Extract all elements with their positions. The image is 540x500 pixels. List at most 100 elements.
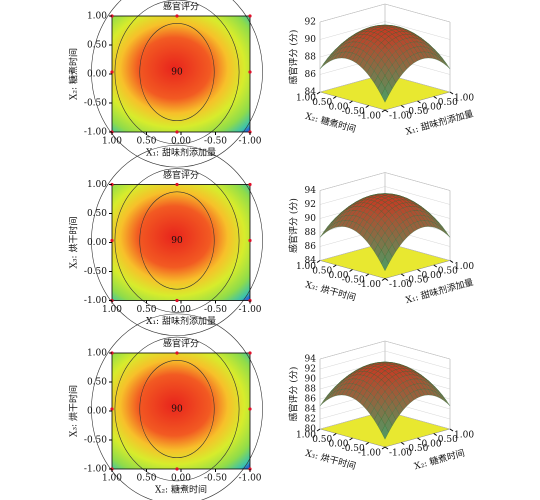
x-tick-label: -1.00 xyxy=(238,474,261,484)
y-tick-label: 0.00 xyxy=(328,440,348,450)
z-tick-label: 88 xyxy=(305,228,317,238)
design-point xyxy=(175,130,179,134)
x-tick xyxy=(417,100,421,104)
grid-line xyxy=(319,21,451,40)
contour-line xyxy=(91,0,263,168)
design-point xyxy=(110,70,114,74)
x-tick-label: -1.00 xyxy=(238,305,261,315)
y-tick-label: -0.50 xyxy=(342,444,365,454)
x-tick xyxy=(449,91,454,95)
y-tick xyxy=(365,442,370,445)
y-tick-label: 0.50 xyxy=(312,267,332,277)
z-axis-label: 感官评分 (分) xyxy=(288,198,300,253)
y-tick xyxy=(316,428,321,432)
x-tick-label: -1.00 xyxy=(389,280,412,290)
x-tick xyxy=(400,105,405,108)
y-tick xyxy=(332,96,337,99)
surface-patch xyxy=(319,396,328,406)
y-tick-label: 1.00 xyxy=(87,180,107,190)
y-tick-label: 1.00 xyxy=(296,262,316,272)
contour-line xyxy=(139,359,215,459)
x-tick-label: 1.00 xyxy=(454,262,474,272)
x-tick-label: 0.50 xyxy=(136,474,156,484)
y-tick-label: -1.00 xyxy=(84,296,107,306)
contour-line xyxy=(91,145,263,336)
chart-title: 感官评分 xyxy=(163,169,199,181)
surface-patch xyxy=(319,59,328,69)
x-tick xyxy=(449,260,454,263)
y-tick-label: -1.00 xyxy=(358,280,381,290)
x-tick xyxy=(417,269,421,272)
design-point xyxy=(175,182,179,187)
x-tick-label: 0.00 xyxy=(171,305,191,315)
z-tick-label: 80 xyxy=(305,425,317,435)
surface-patch xyxy=(381,256,389,272)
grid-line xyxy=(319,340,451,360)
x-tick xyxy=(417,437,421,441)
x-tick-label: 1.00 xyxy=(454,94,474,104)
x-tick-label: -0.50 xyxy=(405,276,428,286)
z-tick-label: 92 xyxy=(305,200,316,210)
contour-line xyxy=(139,191,215,290)
x-tick xyxy=(433,264,438,268)
x-tick-label: 0.50 xyxy=(136,305,156,315)
y-tick-label: 0.00 xyxy=(87,70,107,80)
x-tick-label: 0.50 xyxy=(136,137,156,147)
y-tick-label: 0.00 xyxy=(328,271,348,281)
z-axis-label: 感官评分 (分) xyxy=(288,30,300,85)
x-tick xyxy=(400,273,405,277)
design-point xyxy=(248,238,252,243)
z-tick-label: 92 xyxy=(305,18,316,28)
y-tick-label: -0.50 xyxy=(84,99,107,109)
grid-line xyxy=(319,360,451,380)
y-tick-label: -1.00 xyxy=(358,112,381,122)
y-tick xyxy=(349,100,353,104)
z-tick-label: 94 xyxy=(305,186,317,196)
contour-label: 90 xyxy=(171,405,183,415)
design-point xyxy=(175,351,179,355)
contour-label: 90 xyxy=(171,236,183,246)
y-tick-label: -1.00 xyxy=(358,449,381,459)
x-tick-label: 1.00 xyxy=(102,474,122,484)
z-tick-label: 84 xyxy=(305,88,317,98)
x-tick-label: -0.50 xyxy=(204,137,227,147)
z-axis-label: 感官评分 (分) xyxy=(288,367,300,422)
contour-line xyxy=(114,336,240,482)
y-tick-label: -0.50 xyxy=(342,107,365,117)
y-axis-label: X₂: 糖煮时间 xyxy=(68,48,80,100)
z-tick-label: 90 xyxy=(305,375,317,385)
contour-line xyxy=(114,0,240,145)
design-point xyxy=(175,467,179,471)
x-tick-label: 0.00 xyxy=(422,271,442,281)
y-tick xyxy=(381,446,386,450)
y-tick-label: 1.00 xyxy=(296,94,316,104)
x-tick-label: -0.50 xyxy=(204,474,227,484)
surface-patch xyxy=(381,424,389,440)
y-tick-label: 0.50 xyxy=(312,435,332,445)
y-tick-label: 0.00 xyxy=(87,407,107,417)
z-tick-label: 90 xyxy=(305,35,317,45)
x-tick xyxy=(400,442,405,445)
design-point xyxy=(248,70,252,74)
x-tick-label: 1.00 xyxy=(454,431,474,441)
x-tick-label: -0.50 xyxy=(405,444,428,454)
x-axis-label: X₁: 甜味剂添加量 xyxy=(146,315,216,327)
y-axis-label: X₃: 烘干时间 xyxy=(68,385,80,437)
x-tick-label: -0.50 xyxy=(405,107,428,117)
x-tick-label: 0.00 xyxy=(171,137,191,147)
z-tick-label: 86 xyxy=(305,70,317,80)
grid-line xyxy=(319,186,451,205)
y-axis-label: X₃: 烘干时间 xyxy=(68,217,80,269)
x-tick-label: 0.50 xyxy=(438,267,458,277)
x-axis-label: X₁: 甜味剂添加量 xyxy=(146,147,216,159)
z-tick-label: 86 xyxy=(305,242,317,252)
x-axis-label: X₂: 糖煮时间 xyxy=(155,484,207,496)
y-tick xyxy=(349,269,353,272)
y-tick-label: 1.00 xyxy=(296,431,316,441)
z-tick-label: 88 xyxy=(305,385,317,395)
y-tick xyxy=(381,109,386,113)
y-tick-label: 0.50 xyxy=(87,41,107,51)
z-tick-label: 88 xyxy=(305,53,317,63)
y-tick xyxy=(349,437,353,441)
grid-line xyxy=(319,350,451,370)
